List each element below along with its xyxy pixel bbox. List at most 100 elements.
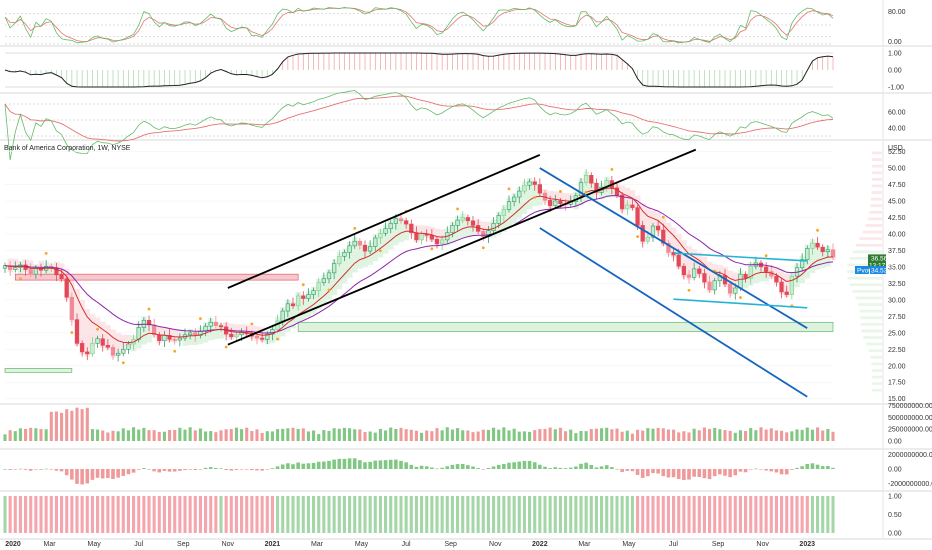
- signal-bar: [389, 496, 393, 533]
- signal-bar: [234, 496, 238, 533]
- signal-bar: [337, 496, 341, 533]
- volume-profile-bar: [863, 336, 882, 339]
- histogram-bar: [563, 468, 568, 469]
- bull-zone: [311, 286, 317, 314]
- signal-bar: [435, 496, 439, 533]
- signal-bar: [708, 496, 712, 533]
- support-zone: [297, 321, 834, 332]
- histogram-bar: [95, 469, 100, 478]
- time-tick-label: Nov: [222, 541, 235, 548]
- signal-bar: [620, 496, 624, 533]
- volume-bar: [193, 430, 197, 441]
- histogram-bar: [126, 469, 131, 475]
- volume-bar: [39, 429, 43, 441]
- resistance-zone: [14, 273, 299, 281]
- price-tick-label: 17.50: [888, 380, 906, 387]
- signal-bar: [29, 496, 33, 533]
- histogram-bar: [455, 464, 460, 469]
- histogram-bar: [548, 468, 552, 469]
- histogram-bar: [748, 469, 753, 470]
- histogram-bar: [810, 463, 815, 469]
- volume-profile-bar: [868, 349, 882, 353]
- signal-bar: [332, 496, 336, 533]
- candle-down: [558, 200, 563, 204]
- time-tick-label: Mar: [311, 541, 324, 548]
- volume-bar: [558, 427, 562, 441]
- histogram-bar: [358, 460, 362, 469]
- volume-bar: [332, 428, 336, 441]
- candle-down: [635, 207, 640, 226]
- candle-down: [105, 345, 110, 348]
- candle-down: [548, 200, 553, 206]
- time-tick-label: Mar: [44, 541, 57, 548]
- volume-bar: [456, 428, 460, 441]
- volume-bar: [785, 432, 789, 441]
- osc-tick-label: 1.00: [888, 51, 902, 58]
- histogram-bar: [651, 469, 655, 474]
- volume-bar: [322, 429, 326, 441]
- bear-zone: [125, 334, 132, 347]
- candle-up: [496, 215, 501, 224]
- signal-bar: [198, 496, 202, 533]
- signal-bar: [677, 496, 681, 533]
- volume-bar: [255, 429, 259, 441]
- volume-profile-bar: [871, 375, 882, 379]
- stoch-k-line: [4, 6, 834, 44]
- signal-bar: [754, 496, 758, 533]
- signal-tick-label: 0.50: [888, 512, 902, 519]
- histogram-bar: [424, 466, 429, 469]
- volume-profile-bar: [866, 342, 882, 346]
- candle-up: [527, 181, 532, 186]
- signal-bar: [651, 496, 655, 533]
- signal-bar: [18, 496, 22, 533]
- price-tick-label: 22.50: [888, 347, 906, 354]
- signal-marker: [301, 283, 305, 287]
- histogram-bar: [394, 459, 398, 469]
- histogram-bar: [805, 464, 810, 469]
- signal-bar: [96, 496, 100, 533]
- candle-down: [80, 343, 85, 353]
- volume-profile-bar: [871, 158, 882, 161]
- rsi-tick-label: 60.00: [888, 110, 906, 117]
- signal-bar: [816, 496, 820, 533]
- volume-bar: [3, 434, 7, 441]
- volume-bar: [522, 431, 526, 441]
- histogram-bar: [476, 468, 480, 469]
- stoch-tick-label: 0.00: [888, 39, 902, 46]
- signal-bar: [111, 496, 115, 533]
- candle-up: [692, 268, 697, 278]
- histogram-tick-label: 0.00: [888, 467, 902, 474]
- volume-bar: [708, 428, 712, 441]
- volume-bar: [276, 429, 280, 441]
- volume-bar: [733, 432, 737, 441]
- volume-bar: [29, 427, 33, 441]
- candle-up: [2, 265, 8, 269]
- bear-zone: [79, 299, 86, 355]
- histogram-bar: [121, 469, 126, 476]
- volume-bar: [687, 432, 691, 441]
- volume-bar: [738, 430, 742, 441]
- candle-down: [465, 217, 470, 222]
- signal-bar: [394, 496, 398, 533]
- signal-bar: [517, 496, 521, 533]
- histogram-bar: [3, 469, 7, 470]
- time-tick-label: Sep: [177, 541, 190, 548]
- histogram-bar: [136, 469, 141, 470]
- histogram-bar: [270, 468, 275, 469]
- volume-profile-bar: [871, 164, 882, 168]
- volume-bar: [579, 430, 583, 441]
- candle-up: [306, 294, 311, 299]
- volume-bar: [8, 430, 12, 441]
- candle-up: [460, 217, 465, 221]
- volume-bar: [34, 428, 38, 441]
- volume-bar: [250, 430, 254, 441]
- histogram-bar: [831, 467, 835, 469]
- candle-up: [126, 343, 131, 350]
- candle-up: [373, 237, 378, 247]
- signal-marker: [353, 226, 357, 230]
- time-tick-label: 2022: [532, 541, 548, 548]
- candle-up: [352, 240, 357, 247]
- candle-down: [74, 319, 80, 344]
- signal-bar: [368, 496, 372, 533]
